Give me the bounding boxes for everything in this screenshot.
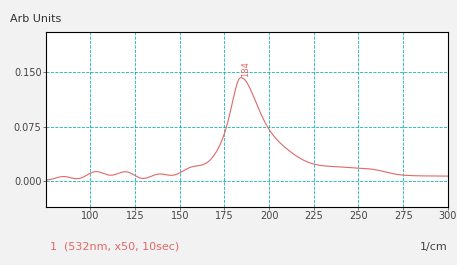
Text: 184: 184 — [241, 61, 250, 77]
Text: Arb Units: Arb Units — [10, 14, 61, 24]
Text: 1/cm: 1/cm — [420, 242, 448, 252]
Text: 1  (532nm, x50, 10sec): 1 (532nm, x50, 10sec) — [50, 242, 179, 252]
